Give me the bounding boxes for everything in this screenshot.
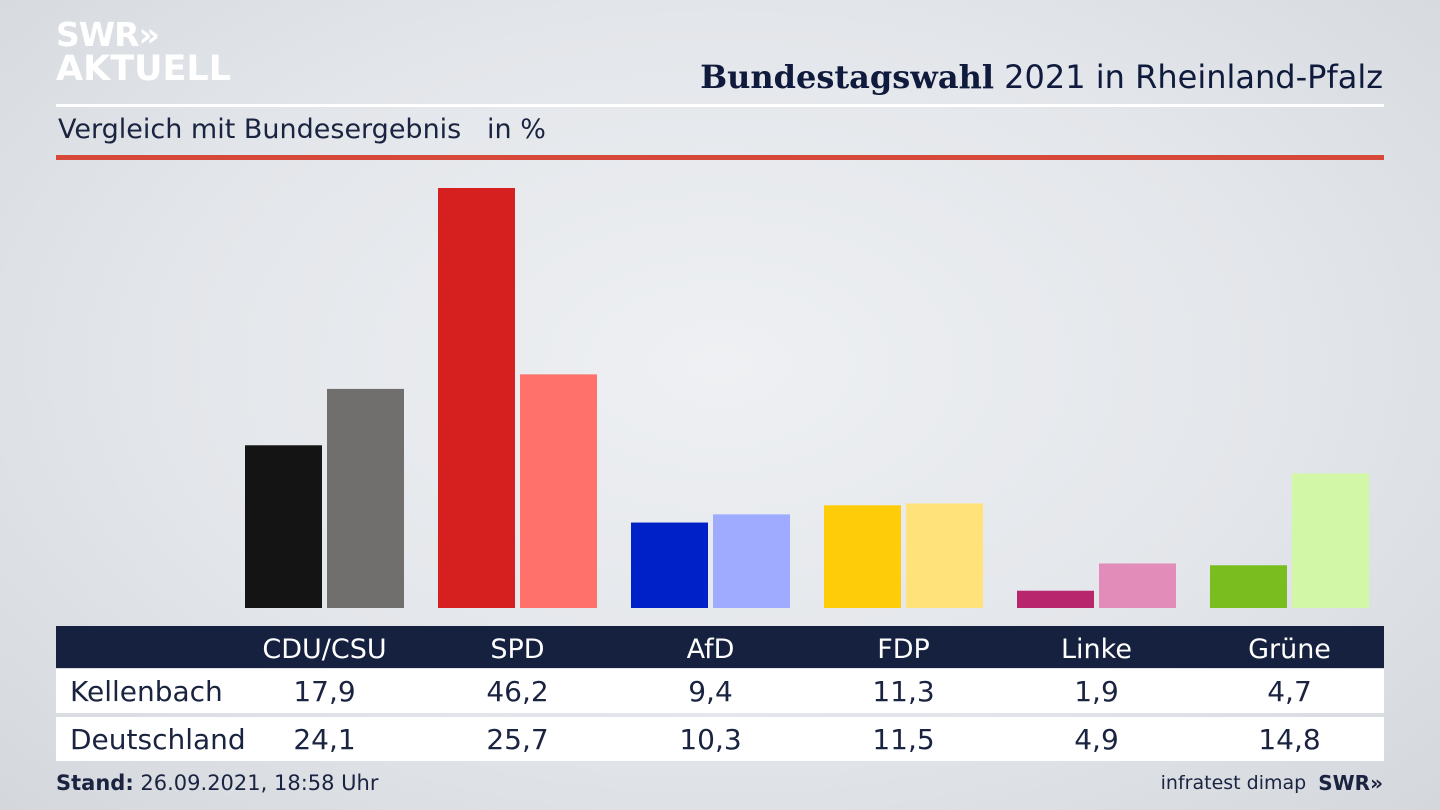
bar-gr-ne-kellenbach [1210,565,1287,608]
value-kellenbach-cdu-csu: 17,9 [293,674,356,708]
swr-brand-mark: SWR» [1318,771,1383,795]
value-kellenbach-spd: 46,2 [486,674,549,708]
value-kellenbach-linke: 1,9 [1074,674,1119,708]
stand-value: 26.09.2021, 18:58 Uhr [133,771,379,795]
bar-afd-deutschland [713,514,790,608]
bar-spd-deutschland [520,374,597,608]
chart-title-bold: Bundestagswahl [700,58,994,96]
bar-cdu-csu-deutschland [327,388,404,608]
swr-aktuell-logo: SWR» AKTUELL [56,15,232,89]
source-credit: infratest dimap SWR» [1161,771,1383,795]
source-label: infratest dimap [1160,772,1307,794]
bar-cdu-csu-kellenbach [245,445,322,608]
row-label-deutschland: Deutschland [70,722,246,756]
title-divider [56,104,1384,107]
value-deutschland-spd: 25,7 [486,722,549,756]
bar-group [245,188,1369,608]
value-deutschland-gr-ne: 14,8 [1258,722,1321,756]
logo-line-1: SWR» [56,15,160,54]
bar-fdp-deutschland [906,503,983,608]
logo-line-2: AKTUELL [56,49,232,89]
column-header-cdu-csu: CDU/CSU [262,633,387,665]
table-row-deutschland: Deutschland 24,1 25,7 10,3 11,5 4,9 14,8 [56,717,1384,761]
bar-spd-kellenbach [438,188,515,608]
chart-title: Bundestagswahl 2021 in Rheinland-Pfalz [700,58,1383,96]
column-header-linke: Linke [1061,633,1132,665]
table-header-row: CDU/CSU SPD AfD FDP Linke Grüne [56,626,1384,668]
chart-subtitle: Vergleich mit Bundesergebnis in % [58,114,546,145]
table-row-kellenbach: Kellenbach 17,9 46,2 9,4 11,3 1,9 4,7 [56,669,1384,713]
column-header-gr-ne: Grüne [1248,633,1331,665]
bar-gr-ne-deutschland [1292,473,1369,608]
bar-afd-kellenbach [631,522,708,608]
column-header-fdp: FDP [877,633,930,665]
value-deutschland-fdp: 11,5 [872,722,935,756]
value-kellenbach-afd: 9,4 [688,674,733,708]
value-kellenbach-fdp: 11,3 [872,674,935,708]
bar-linke-deutschland [1099,563,1176,608]
value-deutschland-cdu-csu: 24,1 [293,722,356,756]
bar-linke-kellenbach [1017,590,1094,608]
column-header-afd: AfD [686,633,735,665]
subtitle-divider [56,155,1384,160]
value-kellenbach-gr-ne: 4,7 [1267,674,1312,708]
stand-label: Stand: [56,771,134,795]
timestamp: Stand: 26.09.2021, 18:58 Uhr [56,771,379,795]
results-table: CDU/CSU SPD AfD FDP Linke Grüne Kellenbach 17… [56,626,1384,761]
row-label-kellenbach: Kellenbach [70,674,223,708]
chart-title-rest: 2021 in Rheinland-Pfalz [994,58,1383,96]
column-header-spd: SPD [490,633,545,665]
value-deutschland-linke: 4,9 [1074,722,1119,756]
bar-fdp-kellenbach [824,505,901,608]
value-deutschland-afd: 10,3 [679,722,742,756]
